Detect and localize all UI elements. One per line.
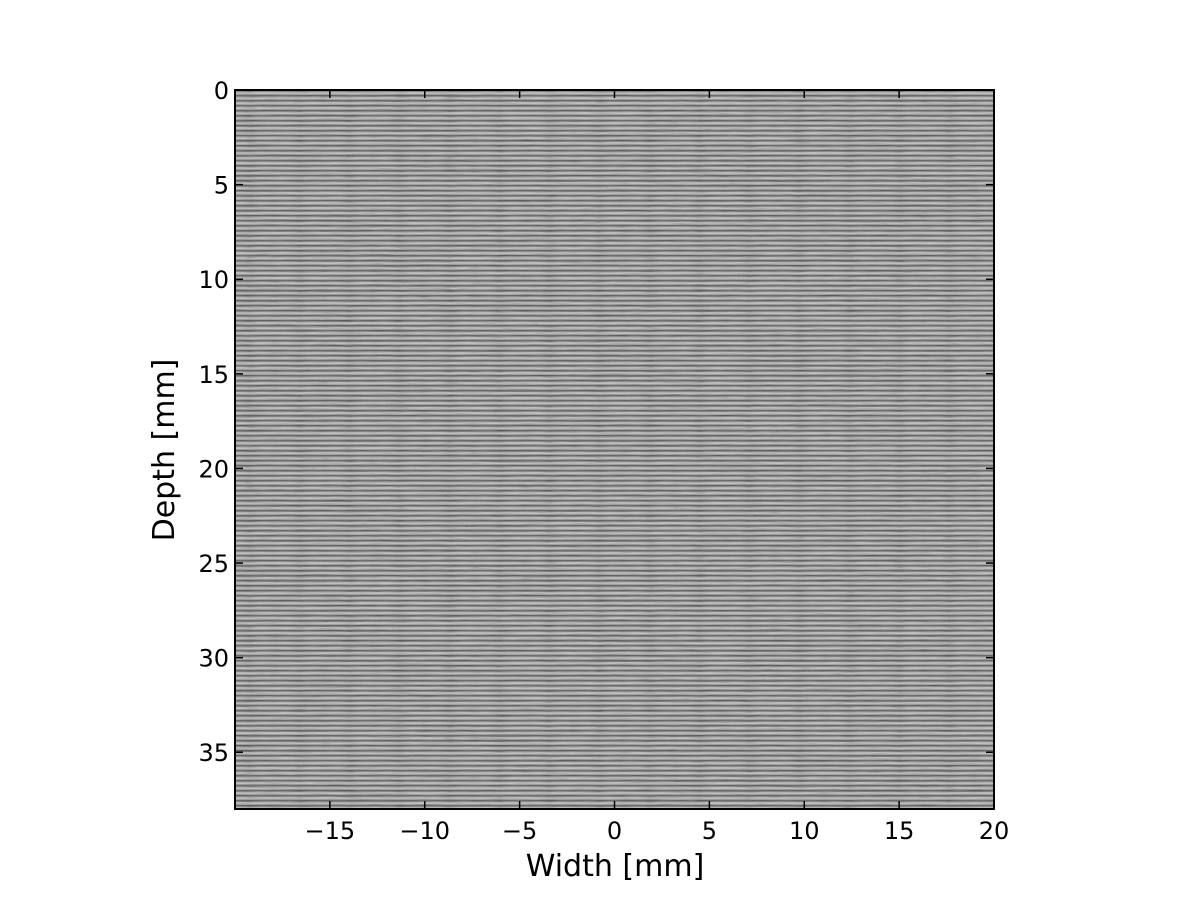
y-tick-label: 30 (198, 645, 229, 673)
x-tick-label: 5 (702, 817, 717, 845)
x-tick-label: −10 (399, 817, 450, 845)
y-tick-label: 15 (198, 361, 229, 389)
y-tick-label: 10 (198, 266, 229, 294)
x-tick-label: 15 (884, 817, 915, 845)
y-axis-title: Depth [mm] (147, 359, 182, 542)
y-tick-label: 0 (214, 77, 229, 105)
x-tick-label: −15 (305, 817, 356, 845)
x-tick-label: 20 (979, 817, 1010, 845)
y-tick-label: 35 (198, 739, 229, 767)
plot-area (234, 89, 995, 810)
x-tick-label: 10 (789, 817, 820, 845)
x-axis-title: Width [mm] (526, 849, 705, 884)
x-axis: −15 −10 −5 0 5 10 15 20 (305, 90, 1010, 845)
x-tick-label: 0 (607, 817, 622, 845)
y-tick-label: 20 (198, 455, 229, 483)
x-tick-label: −5 (502, 817, 537, 845)
y-tick-label: 25 (198, 550, 229, 578)
y-axis: 0 5 10 15 20 25 30 35 (198, 77, 994, 767)
y-tick-label: 5 (214, 172, 229, 200)
heatmap-texture (235, 90, 994, 809)
